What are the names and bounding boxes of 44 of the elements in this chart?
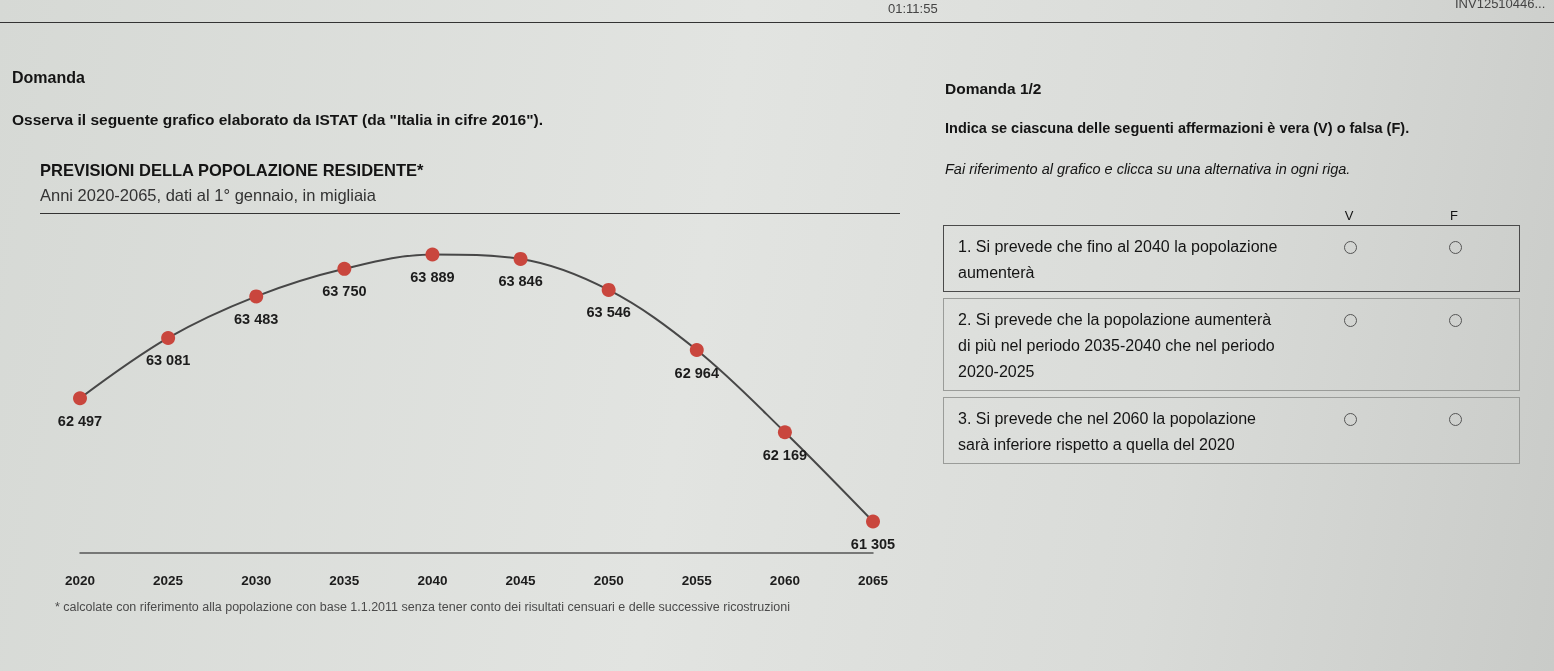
text: F <box>1449 208 1459 223</box>
data-label: 62 497 <box>57 412 103 429</box>
x-tick-label: 2040 <box>417 572 448 588</box>
text: * calcolate con riferimento alla popolazione con base 1.1.2011 senza tener conto dei risultati censuari e delle successive ricostruzioni <box>55 600 790 614</box>
text: Domanda <box>12 69 85 87</box>
data-label: 63 750 <box>322 283 367 300</box>
chart-subtitle: Anni 2020-2065, dati al 1° gennaio, in migliaia <box>40 186 376 205</box>
answer-row: 2. Si prevede che la popolazione aumenterà di più nel periodo 2035-2040 che nel periodo 2020-2025 <box>943 298 1520 391</box>
x-tick-label: 2025 <box>153 572 184 588</box>
data-label: 62 169 <box>762 446 808 463</box>
x-tick-label: 2035 <box>329 572 360 588</box>
data-label: 63 889 <box>410 268 455 285</box>
point <box>601 282 616 297</box>
point <box>866 514 880 529</box>
point <box>425 247 440 262</box>
x-tick-label: 2030 <box>241 572 272 588</box>
point <box>777 425 792 440</box>
data-label: 63 483 <box>234 310 279 327</box>
data-label: 61 305 <box>850 535 896 552</box>
x-tick-label: 2020 <box>64 572 96 588</box>
text: Indica se ciascuna delle seguenti affermazioni è vera (V) o falsa (F). <box>945 120 1410 136</box>
text: Osserva il seguente grafico elaborato da ISTAT (da "Italia in cifre 2016"). <box>12 111 543 129</box>
point <box>249 289 264 304</box>
x-tick-label: 2065 <box>857 572 889 588</box>
x-tick-label: 2050 <box>593 572 624 588</box>
text: V <box>1343 208 1355 223</box>
answer-row: 1. Si prevede che fino al 2040 la popolazione aumenterà <box>943 225 1520 292</box>
point <box>513 251 528 266</box>
data-label: 63 846 <box>498 273 543 290</box>
text: Domanda 1/2 <box>945 80 1042 98</box>
point <box>73 391 87 406</box>
point <box>161 330 176 345</box>
answer-row: 3. Si prevede che nel 2060 la popolazione sarà inferiore rispetto a quella del 2020 <box>943 397 1520 464</box>
text: Fai riferimento al grafico e clicca su una alternativa in ogni riga. <box>945 161 1351 177</box>
text: 01:11:55 <box>888 1 938 16</box>
point <box>337 261 352 276</box>
data-label: 62 964 <box>674 364 719 381</box>
point <box>689 343 704 358</box>
x-tick-label: 2060 <box>769 572 800 588</box>
data-label: 63 546 <box>586 304 631 321</box>
x-tick-label: 2055 <box>681 572 713 588</box>
chart-title: PREVISIONI DELLA POPOLAZIONE RESIDENTE* <box>40 161 424 180</box>
data-label: 63 081 <box>145 352 191 369</box>
x-tick-label: 2045 <box>505 572 537 588</box>
